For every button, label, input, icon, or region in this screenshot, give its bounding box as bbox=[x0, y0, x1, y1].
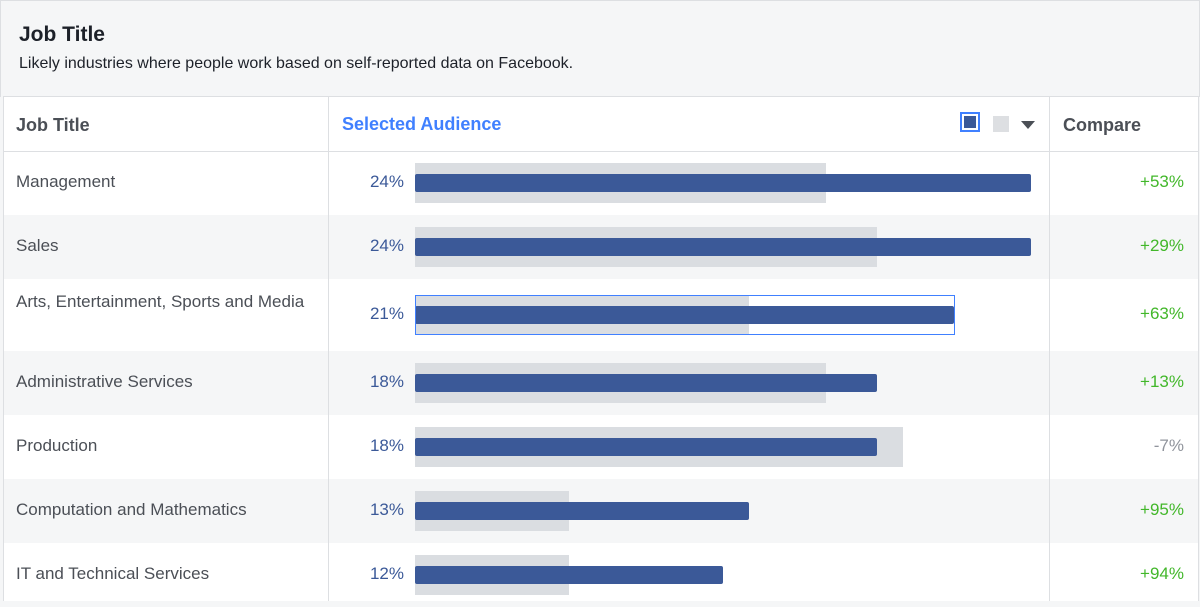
row-job-title: Sales bbox=[16, 236, 59, 255]
row-job-title: Computation and Mathematics bbox=[16, 500, 247, 519]
column-divider bbox=[1049, 97, 1050, 601]
selected-audience-bar[interactable] bbox=[415, 438, 877, 456]
compare-value: +95% bbox=[1140, 500, 1184, 519]
panel-subtitle: Likely industries where people work base… bbox=[19, 55, 574, 72]
compare-value: +29% bbox=[1140, 236, 1184, 255]
compare-value: +94% bbox=[1140, 564, 1184, 583]
table-row[interactable]: Computation and Mathematics 13% +95% bbox=[4, 479, 1198, 543]
column-header-compare[interactable]: Compare bbox=[1063, 115, 1142, 135]
selected-audience-value: 24% bbox=[369, 236, 404, 255]
table-row[interactable]: Management 24% +53% bbox=[4, 151, 1198, 215]
selected-audience-value: 13% bbox=[369, 500, 404, 519]
chevron-down-icon[interactable] bbox=[1021, 121, 1035, 129]
table-row[interactable]: Administrative Services 18% +13% bbox=[4, 351, 1198, 415]
selected-audience-bar[interactable] bbox=[415, 306, 954, 324]
column-divider bbox=[328, 97, 329, 601]
compare-value: +13% bbox=[1140, 372, 1184, 391]
selected-audience-value: 18% bbox=[369, 372, 404, 391]
table-header: Job Title Selected Audience Compare bbox=[4, 97, 1198, 152]
table-row[interactable]: IT and Technical Services 12% +94% bbox=[4, 543, 1198, 607]
panel-title: Job Title bbox=[19, 23, 105, 46]
selected-audience-bar[interactable] bbox=[415, 566, 723, 584]
baseline-swatch-icon[interactable] bbox=[993, 116, 1009, 132]
compare-value: +63% bbox=[1140, 304, 1184, 323]
selected-audience-value: 12% bbox=[369, 564, 404, 583]
selected-audience-swatch-icon[interactable] bbox=[960, 112, 980, 132]
column-header-selected-audience[interactable]: Selected Audience bbox=[342, 114, 502, 134]
selected-audience-bar[interactable] bbox=[415, 238, 1031, 256]
selected-audience-value: 24% bbox=[369, 172, 404, 191]
column-header-job-title[interactable]: Job Title bbox=[16, 115, 90, 135]
compare-value: -7% bbox=[1153, 436, 1184, 455]
table-row[interactable]: Production 18% -7% bbox=[4, 415, 1198, 479]
row-job-title: Administrative Services bbox=[16, 372, 193, 391]
selected-audience-bar[interactable] bbox=[415, 174, 1031, 192]
selected-audience-value: 18% bbox=[369, 436, 404, 455]
job-title-table: Job Title Selected Audience Compare Mana… bbox=[3, 96, 1199, 601]
panel-header: Job Title Likely industries where people… bbox=[0, 0, 1200, 97]
row-job-title: Production bbox=[16, 436, 98, 455]
row-job-title: IT and Technical Services bbox=[16, 564, 210, 583]
selected-audience-bar[interactable] bbox=[415, 502, 749, 520]
row-job-title: Management bbox=[16, 172, 116, 191]
row-job-title: Arts, Entertainment, Sports and Media bbox=[16, 292, 305, 311]
selected-audience-value: 21% bbox=[369, 304, 404, 323]
table-row[interactable]: Arts, Entertainment, Sports and Media 21%… bbox=[4, 279, 1198, 351]
bar-focus-outline bbox=[415, 295, 955, 335]
compare-value: +53% bbox=[1140, 172, 1184, 191]
selected-audience-bar[interactable] bbox=[415, 374, 877, 392]
table-row[interactable]: Sales 24% +29% bbox=[4, 215, 1198, 279]
